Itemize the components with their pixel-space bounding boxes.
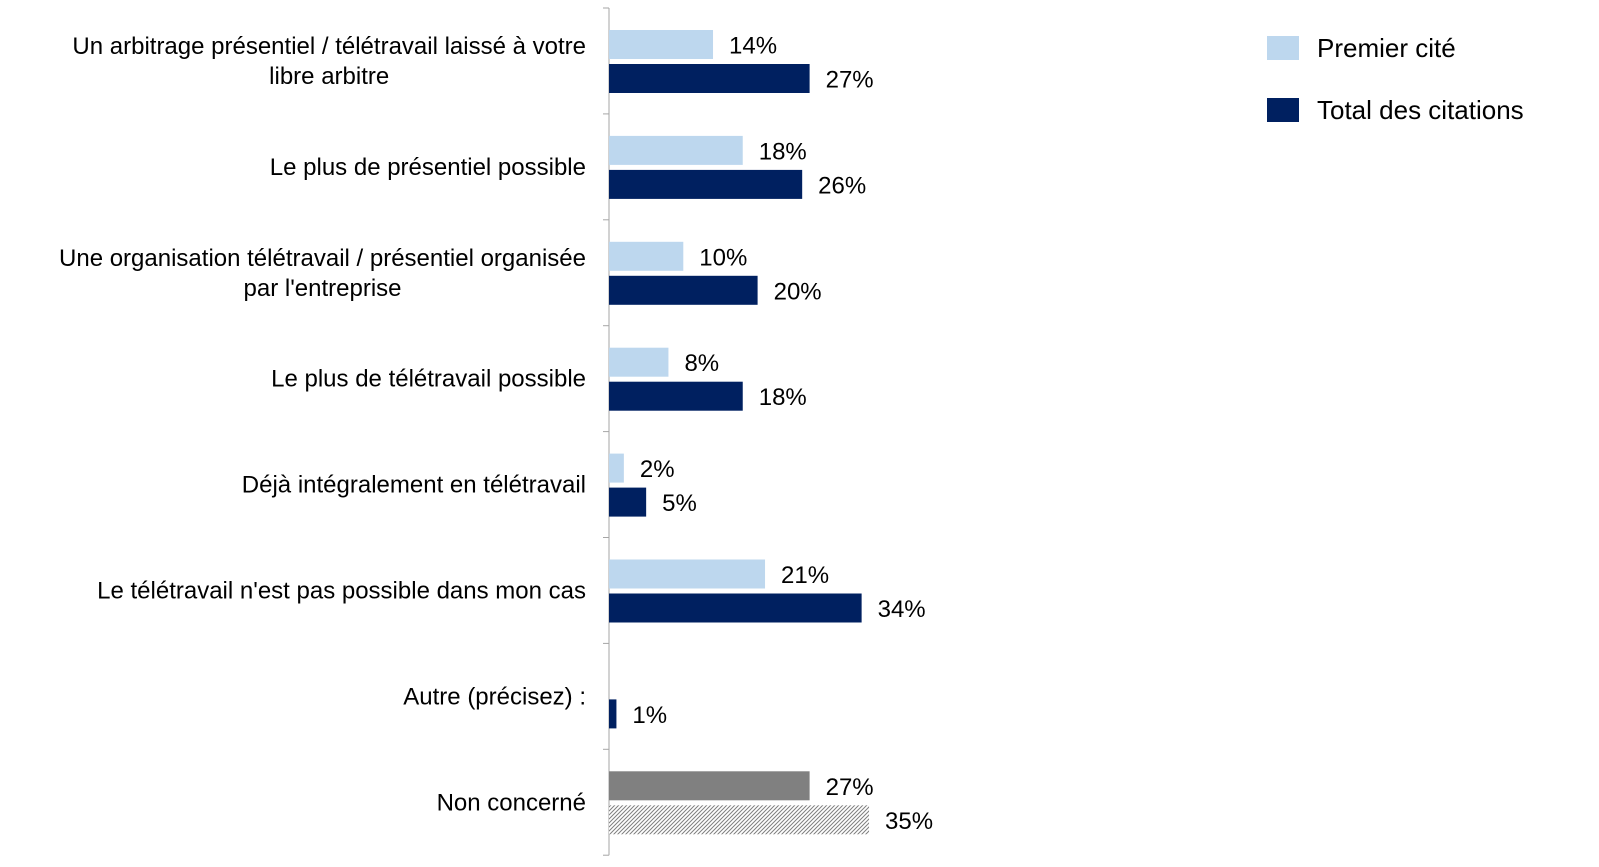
bar-premier-cite	[609, 347, 669, 377]
data-label: 14%	[729, 33, 777, 60]
data-label: 34%	[878, 596, 926, 623]
labels-layer: Un arbitrage présentiel / télétravail la…	[59, 33, 933, 835]
category-label: Le plus de télétravail possible	[271, 366, 586, 393]
data-label: 26%	[818, 172, 866, 199]
data-label: 5%	[662, 490, 697, 517]
legend-label: Premier cité	[1317, 33, 1456, 63]
bar-premier-cite	[609, 241, 684, 271]
data-label: 18%	[759, 384, 807, 411]
bar-total-citations	[609, 805, 870, 835]
legend-label: Total des citations	[1317, 95, 1524, 125]
legend-swatch-total-citations	[1267, 98, 1299, 122]
data-label: 8%	[684, 350, 719, 377]
category-label: Non concerné	[437, 789, 586, 816]
data-label: 27%	[826, 67, 874, 94]
category-label: Autre (précisez) :	[403, 683, 586, 710]
category-label: par l'entreprise	[244, 275, 402, 302]
bar-premier-cite	[609, 559, 766, 589]
data-label: 20%	[774, 278, 822, 305]
category-label: Un arbitrage présentiel / télétravail la…	[72, 33, 586, 60]
bar-premier-cite	[609, 453, 624, 483]
data-label: 1%	[632, 702, 667, 729]
data-label: 21%	[781, 562, 829, 589]
bar-premier-cite	[609, 30, 714, 59]
bar-total-citations	[609, 275, 758, 305]
axis-layer	[603, 7, 610, 856]
bar-total-citations	[609, 593, 862, 623]
category-label: Le plus de présentiel possible	[270, 154, 586, 181]
bar-premier-cite	[609, 771, 810, 801]
bar-total-citations	[609, 487, 647, 517]
category-label: libre arbitre	[269, 63, 389, 90]
category-label: Déjà intégralement en télétravail	[242, 472, 586, 499]
bar-total-citations	[609, 699, 617, 729]
data-label: 2%	[640, 456, 675, 483]
data-label: 27%	[826, 774, 874, 801]
bars-layer	[609, 30, 870, 835]
data-label: 18%	[759, 138, 807, 165]
data-label: 35%	[885, 808, 933, 835]
legend: Premier cité Total des citations	[1267, 33, 1524, 125]
legend-swatch-premier-cite	[1267, 36, 1299, 60]
category-label: Le télétravail n'est pas possible dans m…	[97, 577, 586, 604]
bar-total-citations	[609, 169, 803, 199]
data-label: 10%	[699, 244, 747, 271]
category-label: Une organisation télétravail / présentie…	[59, 245, 586, 272]
bar-premier-cite	[609, 135, 743, 165]
bar-total-citations	[609, 64, 810, 93]
bar-total-citations	[609, 381, 743, 411]
